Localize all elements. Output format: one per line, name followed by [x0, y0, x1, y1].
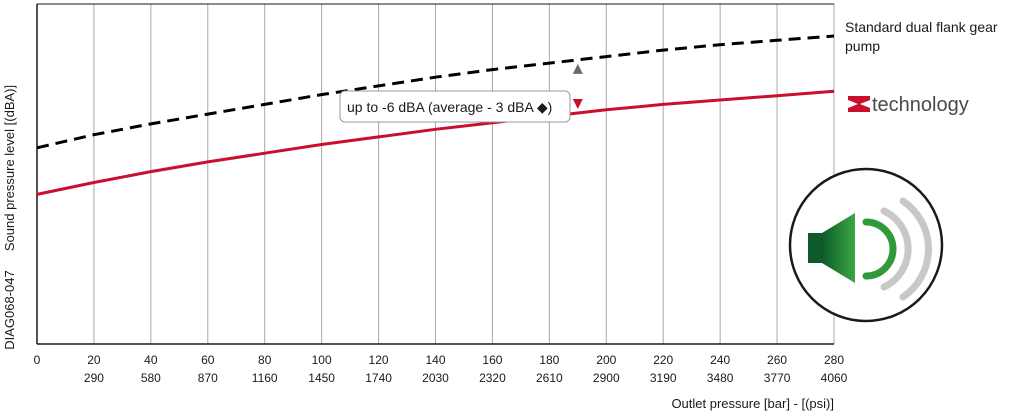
x-tick-label-bar: 40 [144, 353, 158, 367]
x-tick-label-bar: 280 [824, 353, 844, 367]
x-tick-label-bar: 200 [596, 353, 616, 367]
x-tick-label-bar: 20 [87, 353, 101, 367]
brand-x-mark-icon [848, 96, 870, 112]
annotation-text: up to -6 dBA (average - 3 dBA ◆) [347, 99, 552, 115]
x-tick-label-psi: 1740 [365, 371, 392, 385]
x-tick-label-psi: 3480 [707, 371, 734, 385]
x-tick-labels: 0 20 290 40 580 60 870 80 1160 100 1450 120 1740 140 2… [34, 353, 848, 385]
series-line-standard [36, 34, 835, 150]
x-tick-label-bar: 220 [653, 353, 673, 367]
brand-technology-logo: technology [848, 94, 969, 116]
brand-word: technology [872, 94, 969, 116]
x-tick-label-bar: 260 [767, 353, 787, 367]
x-tick-label-psi: 2900 [593, 371, 620, 385]
x-tick-label-psi: 870 [198, 371, 218, 385]
legend-standard-line2: pump [845, 38, 880, 54]
legend-standard-line1: Standard dual flank gear [845, 19, 998, 35]
x-axis-title: Outlet pressure [bar] - [(psi)] [671, 396, 834, 411]
grid-lines [93, 4, 835, 344]
x-tick-label-psi: 1160 [252, 371, 278, 385]
x-tick-label-bar: 80 [258, 353, 272, 367]
arrow-head-up [572, 63, 583, 74]
x-tick-label-psi: 4060 [821, 371, 848, 385]
x-tick-label-psi: 2610 [536, 371, 563, 385]
speaker-volume-icon [788, 167, 944, 323]
difference-annotation: up to -6 dBA (average - 3 dBA ◆) [339, 63, 583, 123]
x-tick-label-bar: 100 [312, 353, 332, 367]
figure-id: DIAG068-047 [2, 270, 17, 350]
x-tick-label-bar: 0 [34, 353, 41, 367]
x-tick-label-psi: 2320 [479, 371, 506, 385]
x-tick-label-bar: 120 [369, 353, 389, 367]
arrow-head-down [572, 99, 583, 110]
annotation-box [339, 90, 571, 123]
y-axis-title: Sound pressure level [(dBA)] [2, 85, 17, 251]
x-tick-label-bar: 160 [482, 353, 502, 367]
x-tick-label-bar: 180 [539, 353, 559, 367]
x-tick-label-psi: 580 [141, 371, 161, 385]
x-tick-label-psi: 3190 [650, 371, 677, 385]
x-tick-label-psi: 3770 [764, 371, 791, 385]
x-tick-label-bar: 240 [710, 353, 730, 367]
x-tick-label-bar: 140 [425, 353, 445, 367]
x-tick-label-bar: 60 [201, 353, 215, 367]
x-tick-label-psi: 1450 [308, 371, 335, 385]
x-tick-label-psi: 2030 [422, 371, 449, 385]
x-tick-label-psi: 290 [84, 371, 104, 385]
axes [36, 3, 834, 345]
